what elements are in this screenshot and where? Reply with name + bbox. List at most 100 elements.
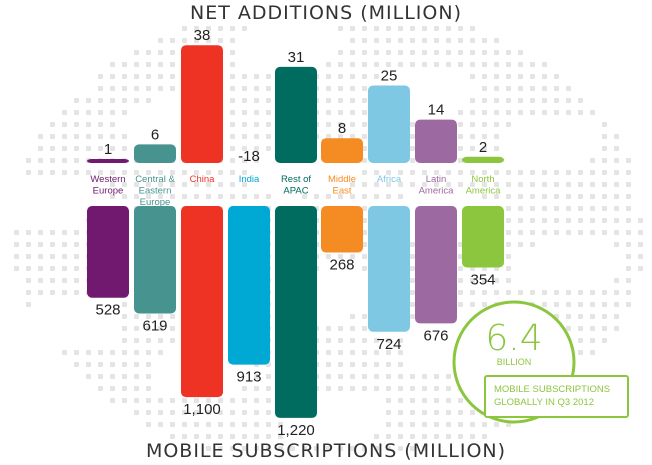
globe-dot bbox=[158, 170, 163, 175]
globe-dot bbox=[134, 362, 139, 367]
globe-dot bbox=[386, 386, 391, 391]
globe-dot bbox=[458, 290, 463, 295]
globe-dot bbox=[386, 374, 391, 379]
globe-dot bbox=[590, 350, 595, 355]
globe-dot bbox=[626, 158, 631, 163]
globe-dot bbox=[470, 278, 475, 283]
globe-dot bbox=[146, 74, 151, 79]
globe-dot bbox=[254, 434, 259, 439]
globe-dot bbox=[206, 38, 211, 43]
globe-dot bbox=[470, 146, 475, 151]
globe-dot bbox=[350, 338, 355, 343]
globe-dot bbox=[326, 374, 331, 379]
globe-dot bbox=[506, 194, 511, 199]
globe-dot bbox=[338, 350, 343, 355]
category-label-line: Africa bbox=[377, 174, 402, 185]
globe-dot bbox=[494, 278, 499, 283]
globe-dot bbox=[110, 86, 115, 91]
globe-dot bbox=[626, 182, 631, 187]
subscriptions-bar bbox=[87, 206, 129, 298]
globe-dot bbox=[170, 38, 175, 43]
globe-dot bbox=[362, 446, 367, 451]
globe-dot bbox=[566, 86, 571, 91]
net-additions-value-label: 14 bbox=[428, 102, 445, 119]
globe-dot bbox=[50, 266, 55, 271]
globe-dot bbox=[446, 50, 451, 55]
globe-dot bbox=[50, 278, 55, 283]
subscriptions-bar bbox=[368, 206, 410, 332]
globe-dot bbox=[458, 182, 463, 187]
globe-dot bbox=[578, 338, 583, 343]
globe-dot bbox=[458, 38, 463, 43]
globe-dot bbox=[98, 146, 103, 151]
net-additions-bar bbox=[415, 119, 457, 163]
globe-dot bbox=[182, 422, 187, 427]
net-additions-value-label: 25 bbox=[381, 68, 398, 85]
globe-dot bbox=[494, 110, 499, 115]
subscriptions-title: MOBILE SUBSCRIPTIONS (MILLION) bbox=[145, 440, 507, 462]
globe-dot bbox=[134, 338, 139, 343]
globe-dot bbox=[74, 350, 79, 355]
globe-dot bbox=[530, 74, 535, 79]
globe-dot bbox=[530, 110, 535, 115]
globe-dot bbox=[134, 398, 139, 403]
globe-dot bbox=[350, 86, 355, 91]
globe-dot bbox=[62, 110, 67, 115]
globe-dot bbox=[386, 38, 391, 43]
globe-dot bbox=[470, 170, 475, 175]
globe-dot bbox=[398, 338, 403, 343]
globe-dot bbox=[470, 134, 475, 139]
globe-dot bbox=[254, 146, 259, 151]
globe-dot bbox=[134, 194, 139, 199]
globe-dot bbox=[230, 182, 235, 187]
globe-dot bbox=[542, 170, 547, 175]
globe-dot bbox=[266, 398, 271, 403]
globe-dot bbox=[218, 410, 223, 415]
globe-dot bbox=[506, 242, 511, 247]
globe-dot bbox=[590, 326, 595, 331]
globe-dot bbox=[230, 86, 235, 91]
globe-dot bbox=[530, 194, 535, 199]
globe-dot bbox=[578, 314, 583, 319]
globe-dot bbox=[146, 422, 151, 427]
globe-dot bbox=[242, 98, 247, 103]
globe-dot bbox=[590, 110, 595, 115]
globe-dot bbox=[50, 242, 55, 247]
globe-dot bbox=[194, 422, 199, 427]
globe-dot bbox=[626, 230, 631, 235]
globe-dot bbox=[338, 74, 343, 79]
globe-dot bbox=[242, 122, 247, 127]
globe-dot bbox=[194, 410, 199, 415]
globe-dot bbox=[590, 290, 595, 295]
globe-dot bbox=[62, 122, 67, 127]
globe-dot bbox=[362, 230, 367, 235]
globe-dot bbox=[170, 326, 175, 331]
globe-dot bbox=[98, 122, 103, 127]
globe-dot bbox=[470, 302, 475, 307]
globe-dot bbox=[614, 194, 619, 199]
globe-dot bbox=[326, 134, 331, 139]
category-label-line: Europe bbox=[140, 197, 171, 208]
globe-dot bbox=[326, 122, 331, 127]
globe-dot bbox=[362, 158, 367, 163]
globe-dot bbox=[362, 218, 367, 223]
globe-dot bbox=[338, 386, 343, 391]
globe-dot bbox=[530, 290, 535, 295]
globe-dot bbox=[350, 182, 355, 187]
globe-dot bbox=[74, 134, 79, 139]
subscriptions-bar bbox=[321, 206, 363, 253]
globe-dot bbox=[290, 446, 295, 451]
globe-dot bbox=[602, 326, 607, 331]
globe-dot bbox=[74, 242, 79, 247]
category-label: Central & Eastern Europe bbox=[135, 174, 175, 208]
category-label: North America bbox=[466, 174, 502, 197]
globe-dot bbox=[362, 338, 367, 343]
globe-dot bbox=[626, 206, 631, 211]
globe-dot bbox=[230, 398, 235, 403]
category-label-line: India bbox=[239, 174, 260, 185]
globe-dot bbox=[266, 98, 271, 103]
globe-dot bbox=[458, 62, 463, 67]
globe-dot bbox=[230, 110, 235, 115]
globe-dot bbox=[122, 182, 127, 187]
globe-dot bbox=[494, 146, 499, 151]
